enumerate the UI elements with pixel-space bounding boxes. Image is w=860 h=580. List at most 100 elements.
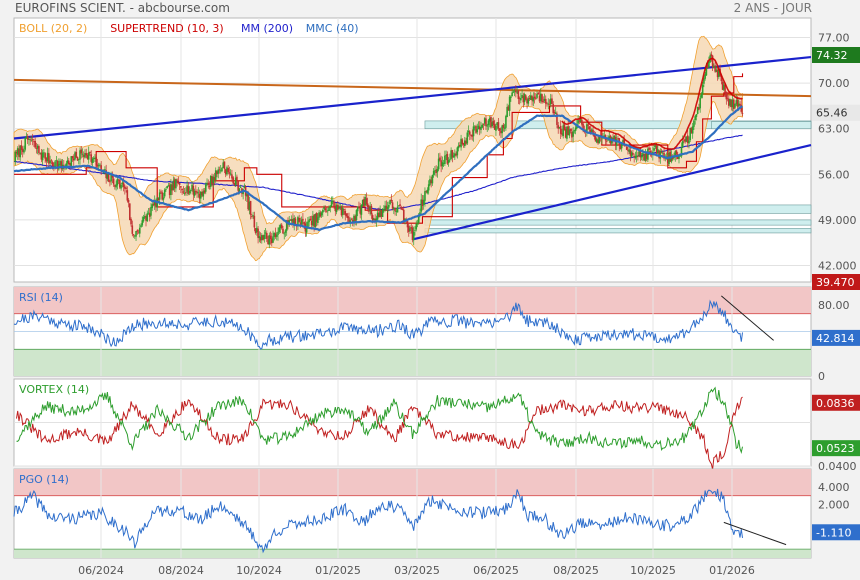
candle-body (238, 188, 241, 192)
candle-body (359, 207, 361, 214)
candle-body (726, 98, 729, 100)
candle-body (528, 98, 531, 100)
legend-item[interactable]: SUPERTREND (10, 3) (110, 22, 224, 35)
candle-body (701, 84, 704, 95)
candle-body (483, 118, 486, 124)
pgo-trendline[interactable] (723, 521, 787, 546)
trendline-lower[interactable] (412, 143, 812, 241)
candle-body (613, 135, 616, 141)
candle-body (77, 158, 80, 160)
candle-body (36, 145, 39, 149)
candle-body (214, 170, 217, 181)
candle-body (182, 191, 185, 193)
candle-body (204, 184, 207, 192)
candle-body (46, 152, 49, 162)
candle-body (637, 155, 639, 157)
candle-body (741, 112, 744, 114)
candle-body (142, 217, 145, 222)
candle-body (335, 204, 338, 213)
candle-body (378, 212, 380, 218)
candle-body (69, 163, 71, 166)
candle-body (305, 227, 308, 233)
candle-body (628, 149, 630, 152)
candle-body (531, 96, 533, 101)
candle-body (252, 215, 254, 217)
candle-body (718, 68, 720, 78)
candle-body (416, 223, 419, 225)
candle-body (303, 221, 305, 225)
candle-body (736, 99, 739, 107)
candle-body (322, 210, 324, 213)
legend-item[interactable]: PGO (14) (19, 473, 69, 486)
legend-item[interactable]: BOLL (20, 2) (19, 22, 87, 35)
candle-body (543, 98, 546, 101)
period-label[interactable]: 2 ANS - JOUR (734, 1, 812, 15)
candle-body (569, 128, 572, 131)
x-tick-label: 10/2024 (236, 564, 282, 577)
candle-body (86, 154, 89, 159)
price-tick-label: 77.00 (818, 32, 850, 45)
legend-item[interactable]: MMC (40) (306, 22, 359, 35)
candle-body (292, 218, 294, 225)
candle-body (364, 197, 366, 206)
candle-body (346, 215, 349, 219)
candle-body (234, 177, 237, 185)
candle-body (368, 205, 370, 212)
rsi-trendline[interactable] (721, 295, 774, 341)
candle-body (104, 169, 106, 171)
candle-body (259, 237, 262, 241)
candle-body (99, 164, 101, 166)
candle-body (695, 114, 698, 117)
candle-body (737, 103, 740, 107)
candle-body (505, 116, 507, 128)
candle-body (379, 211, 381, 218)
legend-item[interactable]: VORTEX (14) (19, 383, 89, 396)
candle-body (633, 155, 635, 157)
candle-body (29, 139, 31, 141)
pgo-tick-label: 2.000 (818, 499, 850, 512)
candle-body (696, 107, 699, 114)
candle-body (284, 230, 287, 233)
legend-item[interactable]: RSI (14) (19, 291, 63, 304)
candle-body (152, 203, 155, 206)
candle-body (427, 184, 430, 191)
candle-body (729, 98, 731, 106)
candle-body (426, 189, 429, 193)
candle-body (95, 156, 97, 166)
candle-body (608, 136, 611, 140)
candle-body (578, 120, 581, 122)
candle-body (277, 231, 279, 235)
candle-body (689, 127, 692, 141)
candle-body (582, 123, 584, 130)
candle-body (233, 183, 236, 186)
candle-body (41, 152, 44, 161)
candle-body (566, 126, 568, 139)
candle-body (558, 127, 561, 128)
pgo-line (13, 488, 743, 554)
candle-body (314, 213, 317, 228)
badge-vortex-minus-text: 0.0836 (816, 397, 855, 410)
vortex-plus-line (16, 386, 743, 455)
candle-body (312, 215, 314, 226)
candle-body (564, 128, 567, 138)
legend-item[interactable]: MM (200) (241, 22, 293, 35)
candle-body (34, 140, 36, 148)
candle-body (297, 217, 299, 226)
candle-body (493, 124, 496, 130)
candle-body (146, 213, 149, 222)
candle-body (298, 217, 300, 222)
candle-body (263, 234, 266, 239)
candle-body (671, 156, 674, 159)
candle-body (725, 91, 728, 100)
candle-body (517, 90, 520, 99)
candle-body (386, 206, 389, 210)
candle-body (554, 112, 557, 114)
candle-body (567, 126, 569, 136)
badge-vortex-minus: 0.0836 (812, 394, 860, 411)
candle-body (89, 151, 91, 154)
trendline-orange[interactable] (13, 78, 812, 98)
candle-body (655, 145, 658, 154)
candle-body (635, 155, 638, 158)
trendline-upper[interactable] (13, 55, 812, 140)
candle-body (445, 154, 447, 156)
